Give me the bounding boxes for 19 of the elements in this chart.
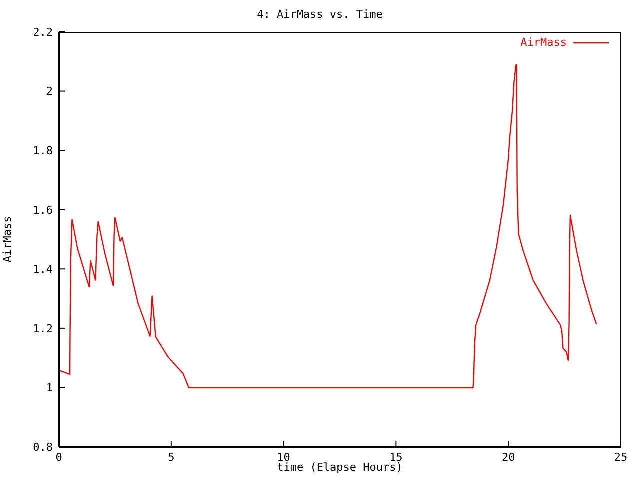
y-tick-label: 1.2	[33, 322, 53, 336]
y-tick-label: 2	[46, 85, 53, 98]
legend-label: AirMass	[520, 36, 567, 49]
y-tick-label: 2.2	[33, 26, 53, 39]
y-tick-label: 1	[46, 382, 53, 395]
y-tick-label: 0.8	[33, 440, 53, 454]
x-tick-label: 15	[390, 450, 403, 464]
y-axis-title: AirMass	[0, 216, 14, 263]
x-axis-title: time (Elapse Hours)	[277, 461, 403, 474]
x-tick-label: 25	[614, 450, 628, 464]
line-series	[59, 64, 598, 388]
x-tick-label: 5	[168, 450, 175, 464]
x-tick-label: 20	[502, 450, 516, 464]
y-tick-label: 1.8	[33, 144, 53, 158]
x-tick-label: 10	[277, 450, 290, 464]
x-tick-label: 0	[56, 450, 62, 464]
y-tick-label: 1.6	[33, 204, 53, 217]
y-tick-label: 1.4	[33, 263, 54, 276]
chart-title: 4: AirMass vs. Time	[256, 8, 384, 21]
